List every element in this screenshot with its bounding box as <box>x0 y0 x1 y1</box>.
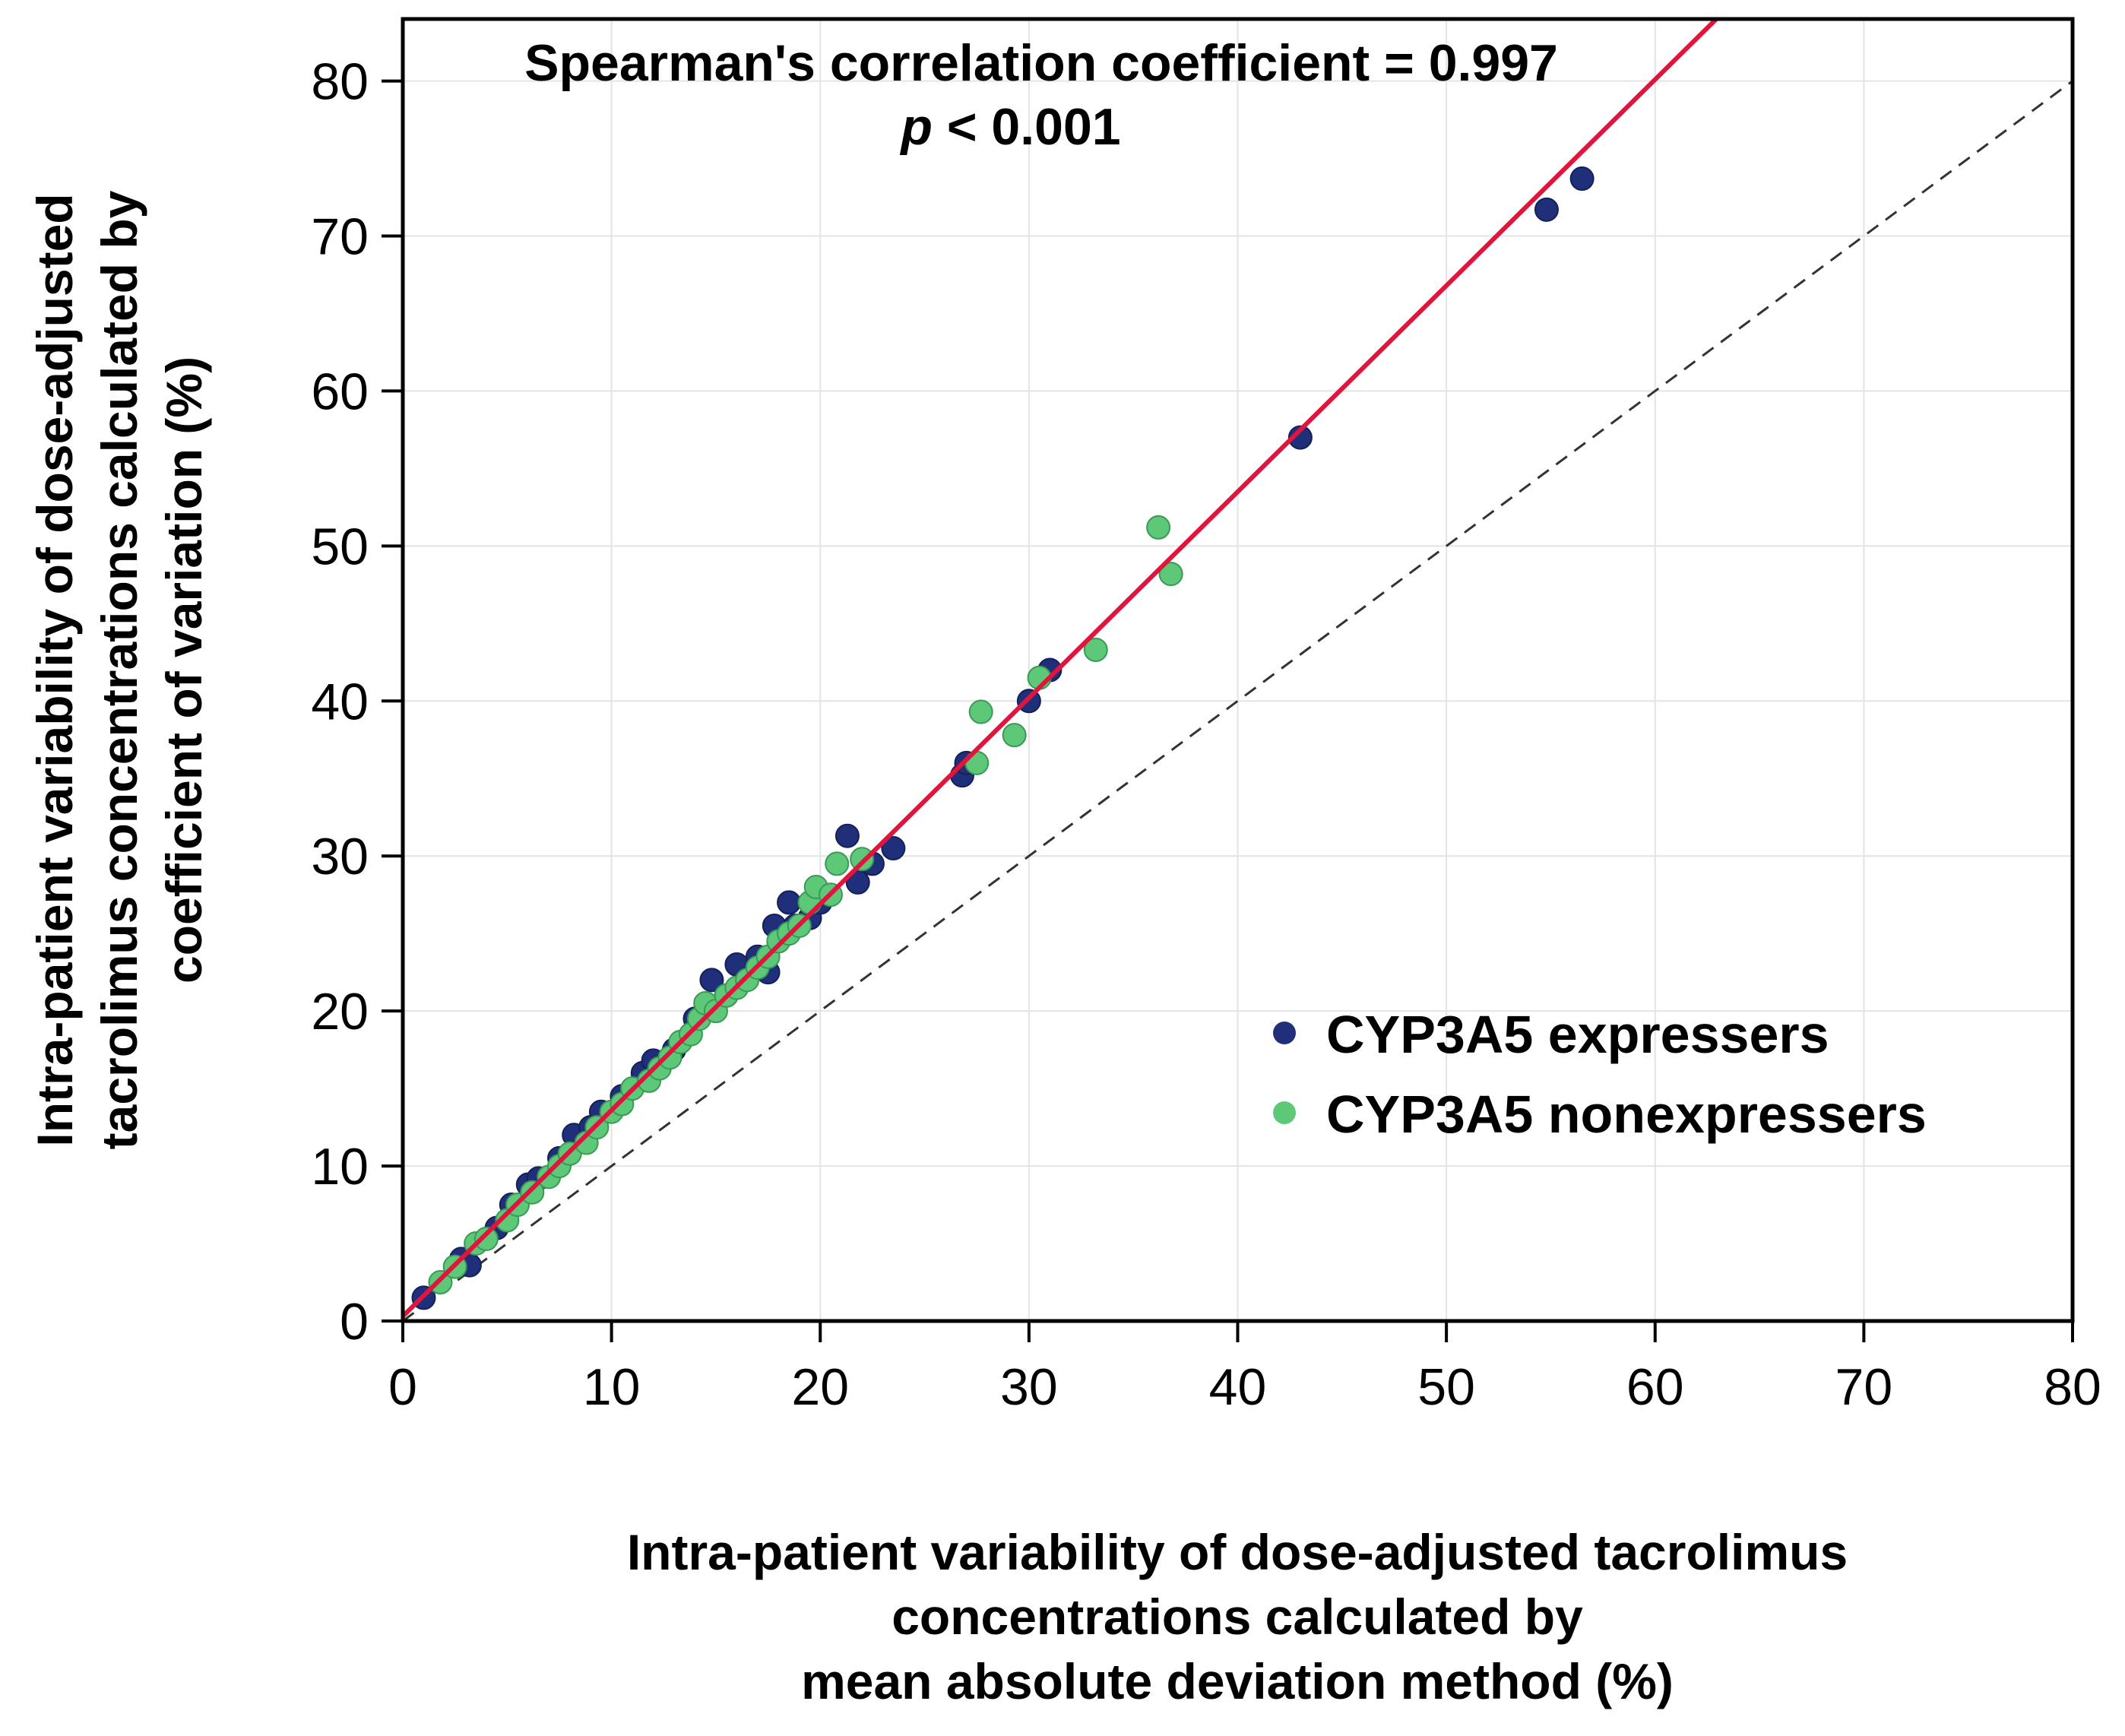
y-tick-label: 30 <box>311 828 369 885</box>
x-tick-label: 70 <box>1835 1358 1893 1416</box>
y-tick-label: 20 <box>311 983 369 1041</box>
legend-label: CYP3A5 nonexpressers <box>1326 1085 1927 1144</box>
x-tick-label: 10 <box>583 1358 641 1416</box>
y-tick-label: 0 <box>340 1293 369 1351</box>
y-tick-label: 50 <box>311 518 369 575</box>
data-points <box>403 19 1720 1319</box>
p-symbol: p <box>899 98 933 156</box>
x-tick-label: 30 <box>1000 1358 1058 1416</box>
data-point <box>699 968 724 993</box>
data-point <box>850 847 875 872</box>
y-axis-title-line: coefficient of variation (%) <box>156 356 212 984</box>
data-point <box>520 1180 545 1205</box>
data-point <box>1002 723 1027 748</box>
x-tick-label: 50 <box>1417 1358 1475 1416</box>
y-tick-label: 80 <box>311 53 369 111</box>
legend-marker <box>1273 1022 1296 1044</box>
x-axis-title-line: Intra-patient variability of dose-adjust… <box>627 1524 1848 1580</box>
data-point <box>825 851 850 876</box>
data-point <box>473 1226 499 1251</box>
y-axis-ticks: 0 10 20 30 40 50 60 70 80 <box>311 53 403 1351</box>
data-point <box>1158 562 1183 587</box>
x-tick-label: 40 <box>1209 1358 1267 1416</box>
x-axis-ticks: 0 10 20 30 40 50 60 70 80 <box>388 1321 2101 1416</box>
x-tick-label: 20 <box>791 1358 849 1416</box>
x-axis-title-line: concentrations calculated by <box>891 1589 1583 1645</box>
reference-lines <box>403 80 2073 1321</box>
data-point <box>834 823 860 848</box>
y-axis-title-line: tacrolimus concentrations calculated by <box>91 190 147 1149</box>
x-tick-label: 60 <box>1626 1358 1684 1416</box>
y-tick-label: 10 <box>311 1138 369 1196</box>
data-point <box>777 890 802 915</box>
data-point <box>1146 515 1171 540</box>
y-axis-title-line: Intra-patient variability of dose-adjust… <box>27 193 83 1146</box>
data-point <box>968 699 993 724</box>
data-point <box>881 836 906 861</box>
legend-label: CYP3A5 expressers <box>1326 1005 1829 1064</box>
p-value-text: < 0.001 <box>933 98 1121 156</box>
correlation-annotation: Spearman's correlation coefficient = 0.9… <box>524 34 1558 92</box>
data-point <box>1083 637 1108 662</box>
data-point <box>845 870 870 895</box>
y-tick-label: 60 <box>311 363 369 420</box>
x-axis-title: Intra-patient variability of dose-adjust… <box>627 1524 1848 1709</box>
data-point <box>1287 425 1313 450</box>
y-tick-label: 40 <box>311 673 369 730</box>
regression-line <box>403 19 1720 1319</box>
y-tick-label: 70 <box>311 208 369 266</box>
data-point <box>1534 197 1559 222</box>
x-tick-label: 80 <box>2044 1358 2101 1416</box>
legend-marker <box>1273 1101 1296 1124</box>
legend: CYP3A5 expressers CYP3A5 nonexpressers <box>1273 1005 1927 1144</box>
x-axis-title-line: mean absolute deviation method (%) <box>801 1653 1674 1709</box>
p-value-annotation: p < 0.001 <box>899 98 1120 156</box>
gridlines <box>402 19 2073 1322</box>
data-point <box>1569 166 1595 192</box>
y-axis-title: Intra-patient variability of dose-adjust… <box>27 190 212 1149</box>
identity-line <box>403 80 2073 1321</box>
x-tick-label: 0 <box>388 1358 417 1416</box>
